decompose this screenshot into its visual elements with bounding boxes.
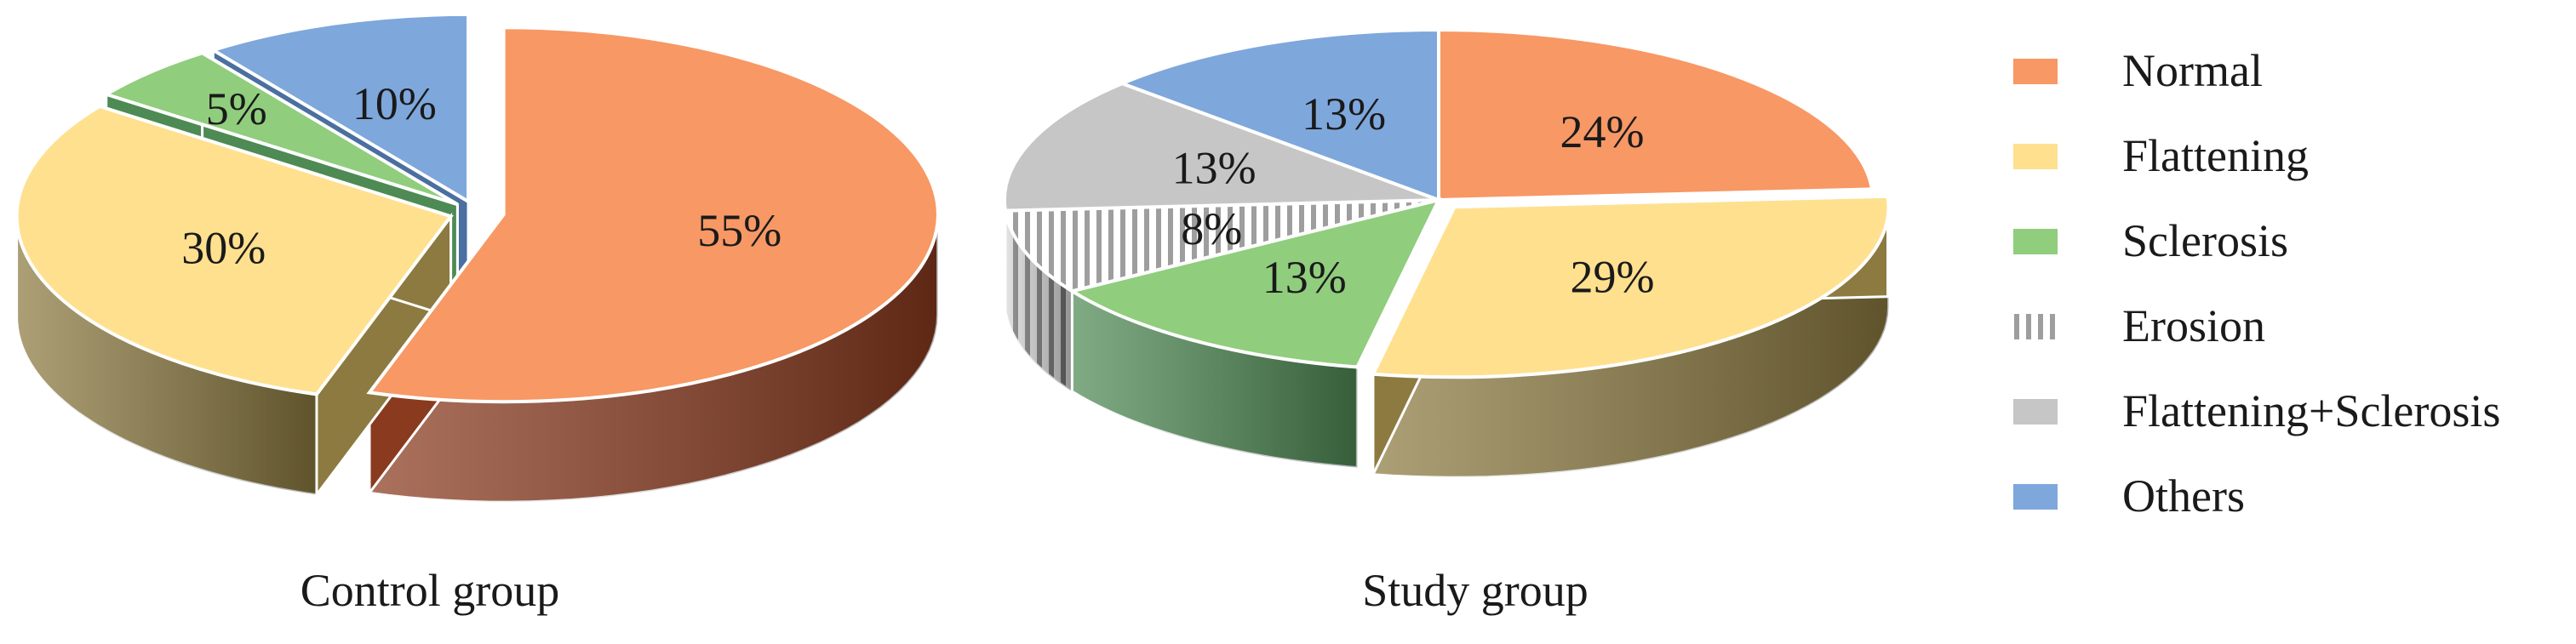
slice-others (1117, 27, 1440, 202)
slice-flattening (14, 104, 454, 396)
data-label-flattening-sclerosis: 13% (1172, 143, 1257, 194)
data-label-flattening: 29% (1571, 252, 1655, 303)
legend-label-flattening: Flattening (2122, 130, 2309, 181)
data-label-others: 13% (1302, 88, 1386, 140)
data-label-normal: 55% (697, 205, 781, 256)
legend-swatch-flattening-sclerosis (2013, 399, 2058, 425)
legend-swatch-others (2013, 484, 2058, 510)
legend-item-sclerosis: Sclerosis (2013, 215, 2288, 266)
slice-flattening-sclerosis (1003, 81, 1440, 213)
slice-others (209, 12, 471, 205)
legend-label-flattening-sclerosis: Flattening+Sclerosis (2122, 385, 2500, 436)
legend-item-normal: Normal (2013, 45, 2263, 96)
legend: Normal Flattening Sclerosis Erosion Flatteni… (2013, 45, 2500, 521)
slice-normal (366, 26, 940, 404)
slice-flattening (1370, 194, 1891, 379)
legend-label-sclerosis: Sclerosis (2122, 215, 2288, 266)
slice-sclerosis (1068, 197, 1442, 369)
legend-item-erosion: Erosion (2013, 300, 2265, 351)
legend-label-others: Others (2122, 470, 2245, 521)
data-label-erosion: 8% (1181, 203, 1242, 254)
legend-label-erosion: Erosion (2122, 300, 2265, 351)
legend-swatch-normal (2013, 59, 2058, 84)
data-label-sclerosis: 5% (206, 83, 267, 134)
slice-side-sclerosis (1070, 288, 1359, 470)
study-group-pie: 24% 29% 13% 8% 13% 13% (1003, 27, 1891, 479)
legend-swatch-flattening (2013, 144, 2058, 169)
data-label-normal: 24% (1560, 106, 1645, 157)
data-label-flattening: 30% (181, 223, 266, 274)
legend-item-others: Others (2013, 470, 2245, 521)
legend-item-flattening: Flattening (2013, 130, 2309, 181)
data-label-sclerosis: 13% (1262, 252, 1347, 303)
legend-swatch-sclerosis (2013, 229, 2058, 254)
slice-sclerosis (101, 51, 459, 207)
legend-item-flattening-sclerosis: Flattening+Sclerosis (2013, 385, 2500, 436)
data-label-others: 10% (352, 78, 437, 129)
control-group-pie: 55% 30% 5% 10% (14, 12, 940, 504)
study-group-title: Study group (1362, 565, 1589, 616)
slice-erosion (1003, 198, 1440, 294)
slice-side-erosion (1004, 210, 1073, 394)
control-group-title: Control group (301, 565, 560, 616)
legend-label-normal: Normal (2122, 45, 2263, 96)
legend-swatch-erosion (2013, 314, 2058, 339)
slice-normal (1437, 27, 1875, 202)
